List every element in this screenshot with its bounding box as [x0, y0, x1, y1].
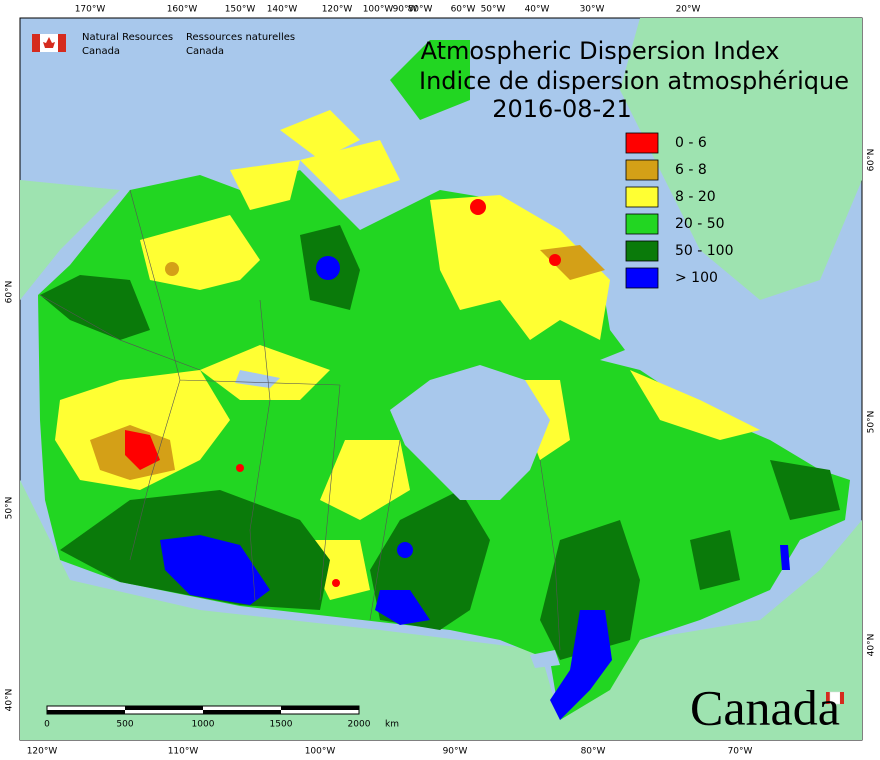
legend-swatch — [625, 267, 659, 289]
longitude-label: 70°W — [728, 747, 753, 757]
scale-bar-segment — [203, 710, 281, 714]
latitude-label: 40°N — [867, 634, 877, 657]
longitude-label: 140°W — [267, 5, 298, 15]
saskatchewan-zone — [160, 535, 270, 605]
baffin-east-red — [549, 254, 561, 266]
longitude-label: 110°W — [168, 747, 199, 757]
flag-bar — [58, 34, 66, 52]
alberta-red — [236, 464, 244, 472]
longitude-label: 160°W — [167, 5, 198, 15]
scale-label: 0 — [44, 720, 50, 730]
scale-label: 1000 — [192, 720, 215, 730]
united-states — [20, 480, 862, 740]
longitude-label: 170°W — [75, 5, 106, 15]
hudson-bay — [390, 365, 550, 500]
longitude-label: 60°W — [451, 5, 476, 15]
longitude-label: 90°W — [443, 747, 468, 757]
legend-label: 6 - 8 — [675, 162, 707, 178]
alaska-border-zone — [40, 275, 150, 340]
longitude-label: 90°W — [393, 5, 418, 15]
baffin-red — [470, 199, 486, 215]
legend-swatch — [625, 213, 659, 235]
logo-text: Ressources naturelles — [186, 32, 295, 43]
maple-leaf — [43, 37, 55, 48]
baffin-zone — [430, 195, 610, 340]
logo-text: Canada — [82, 46, 120, 57]
baffin-east-zone — [540, 245, 605, 280]
wordmark-flag — [840, 692, 844, 704]
longitude-label: 40°W — [525, 5, 550, 15]
longitude-label: 120°W — [27, 747, 58, 757]
longitude-label: 30°W — [580, 5, 605, 15]
legend-label: > 100 — [675, 270, 718, 286]
yukon-spot — [165, 262, 179, 276]
arctic-island — [280, 110, 360, 160]
latitude-label: 50°N — [867, 411, 877, 434]
scale-label: 1500 — [270, 720, 293, 730]
greenland — [620, 18, 862, 300]
legend-swatch — [625, 186, 659, 208]
latitude-label: 40°N — [5, 689, 15, 712]
latitude-label: 60°N — [5, 281, 15, 304]
great-slave-lake — [235, 370, 280, 388]
longitude-label: 80°W — [581, 747, 606, 757]
newfoundland-spot — [780, 545, 790, 570]
legend-label: 20 - 50 — [675, 216, 725, 232]
ontario-zone — [320, 440, 410, 520]
scale-label: 2000 — [348, 720, 371, 730]
lake-of-woods-zone — [375, 590, 430, 625]
bc-hot-zone — [125, 430, 160, 470]
legend-swatch — [625, 240, 659, 262]
latitude-label: 60°N — [867, 149, 877, 172]
wordmark: Canada — [690, 679, 840, 735]
scale-label: 500 — [116, 720, 133, 730]
legend-swatch — [625, 159, 659, 181]
ontario-spot — [397, 542, 413, 558]
southern-ontario-zone — [550, 610, 612, 720]
legend-swatch — [625, 132, 659, 154]
title: Atmospheric Dispersion Index — [421, 37, 780, 65]
ellesmere-island — [390, 40, 470, 120]
longitude-label: 20°W — [676, 5, 701, 15]
scale-bar-segment — [281, 706, 359, 710]
longitude-label: 100°W — [363, 5, 394, 15]
title: Indice de dispersion atmosphérique — [419, 67, 849, 95]
longitude-label: 100°W — [305, 747, 336, 757]
arctic-island — [230, 160, 300, 210]
legend: 0 - 6 6 - 8 8 - 20 20 - 50 50 - 100 > 100 — [625, 132, 734, 289]
date: 2016-08-21 — [492, 95, 631, 123]
longitude-label: 50°W — [481, 5, 506, 15]
scale-bar-segment — [47, 710, 125, 714]
logo-text: Canada — [186, 46, 224, 57]
lake-ontario — [530, 650, 560, 668]
scale-unit: km — [385, 720, 399, 730]
scale-bar-segment — [125, 706, 203, 710]
latitude-label: 50°N — [5, 497, 15, 520]
flag-bar — [32, 34, 40, 52]
manitoba-red — [332, 579, 340, 587]
borders — [39, 189, 561, 651]
graticule-labels: 170°W 160°W 150°W 140°W 120°W 100°W 90°W80°W 60… — [5, 5, 877, 757]
legend-label: 50 - 100 — [675, 243, 734, 259]
wordmark-flag — [826, 692, 830, 704]
labrador-zone — [630, 370, 760, 440]
longitude-label: 150°W — [225, 5, 256, 15]
alaska — [20, 180, 120, 300]
arctic-island — [300, 140, 400, 200]
nwt-zone — [200, 345, 330, 400]
longitude-label: 80°W — [408, 5, 433, 15]
victoria-island-zone — [316, 256, 340, 280]
maritimes-zone — [690, 530, 740, 590]
logo-text: Natural Resources — [82, 32, 173, 43]
legend-label: 8 - 20 — [675, 189, 716, 205]
legend-label: 0 - 6 — [675, 135, 707, 151]
longitude-label: 120°W — [322, 5, 353, 15]
newfoundland-zone — [770, 460, 840, 520]
southern-quebec-zone — [540, 520, 640, 660]
